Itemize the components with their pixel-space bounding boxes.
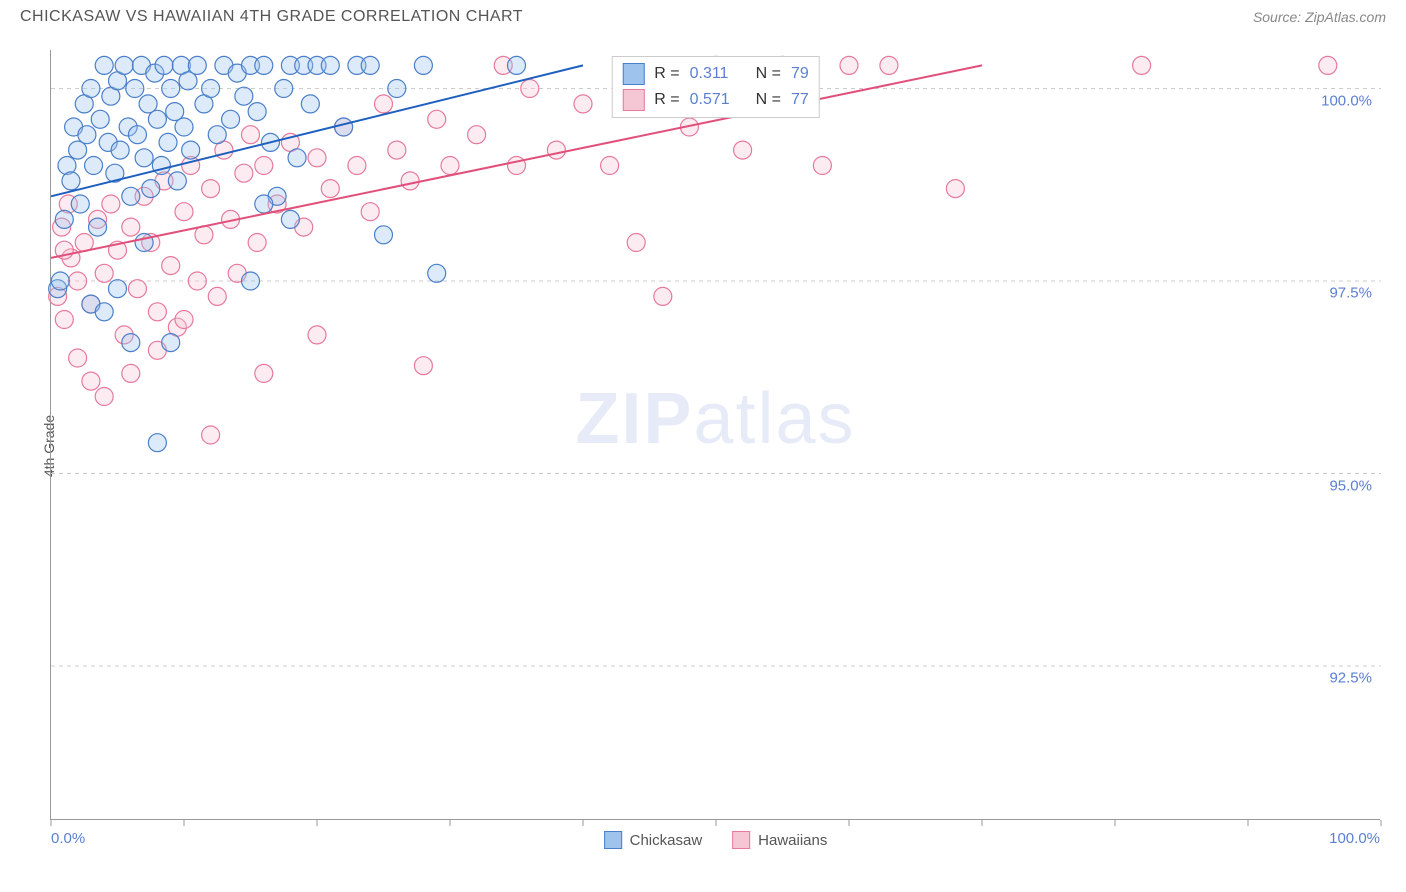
y-tick-label: 100.0% xyxy=(1321,92,1372,109)
y-tick-label: 97.5% xyxy=(1329,285,1372,302)
r-value-hawaiians: 0.571 xyxy=(690,91,740,109)
correlation-legend-box: R = 0.311 N = 79 R = 0.571 N = 77 xyxy=(611,56,819,118)
series-legend: Chickasaw Hawaiians xyxy=(604,831,828,849)
legend-swatch-chickasaw xyxy=(622,63,644,85)
y-tick-label: 95.0% xyxy=(1329,477,1372,494)
x-axis-max-label: 100.0% xyxy=(1329,830,1380,847)
n-label: N = xyxy=(756,65,781,83)
legend-row-chickasaw: R = 0.311 N = 79 xyxy=(622,61,808,87)
n-value-chickasaw: 79 xyxy=(791,65,809,83)
source-attribution: Source: ZipAtlas.com xyxy=(1253,9,1386,25)
x-axis-min-label: 0.0% xyxy=(51,830,85,847)
legend-label-chickasaw: Chickasaw xyxy=(630,832,703,849)
y-tick-label: 92.5% xyxy=(1329,670,1372,687)
n-value-hawaiians: 77 xyxy=(791,91,809,109)
legend-row-hawaiians: R = 0.571 N = 77 xyxy=(622,87,808,113)
chart-title: CHICKASAW VS HAWAIIAN 4TH GRADE CORRELAT… xyxy=(20,8,523,26)
legend-item-hawaiians: Hawaiians xyxy=(732,831,827,849)
legend-swatch-hawaiians-icon xyxy=(732,831,750,849)
legend-swatch-hawaiians xyxy=(622,89,644,111)
r-label: R = xyxy=(654,65,679,83)
legend-item-chickasaw: Chickasaw xyxy=(604,831,703,849)
scatter-plot-svg xyxy=(51,50,1380,819)
legend-swatch-chickasaw-icon xyxy=(604,831,622,849)
legend-label-hawaiians: Hawaiians xyxy=(758,832,827,849)
chart-plot-area: ZIPatlas 92.5%95.0%97.5%100.0% R = 0.311… xyxy=(50,50,1380,820)
r-value-chickasaw: 0.311 xyxy=(690,65,740,83)
r-label: R = xyxy=(654,91,679,109)
n-label: N = xyxy=(756,91,781,109)
